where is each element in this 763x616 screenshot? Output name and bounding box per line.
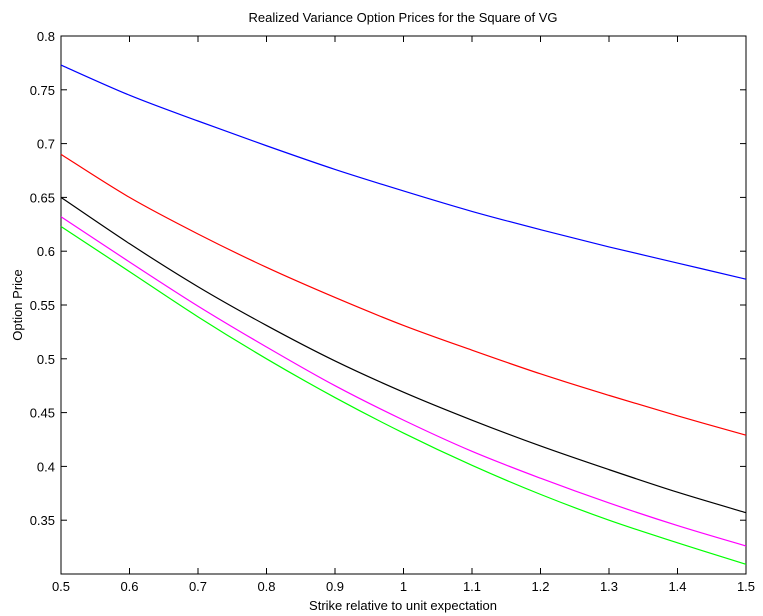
y-tick-label: 0.4 xyxy=(37,459,55,474)
series-line-4 xyxy=(60,216,747,547)
series-line-3 xyxy=(60,196,747,514)
y-tick-label: 0.6 xyxy=(37,244,55,259)
x-tick-label: 1.1 xyxy=(463,579,481,594)
y-tick-label: 0.55 xyxy=(30,298,55,313)
series-layer xyxy=(60,64,747,565)
x-tick-layer: 0.5 0.6 0.7 0.8 0.9 1 1.1 1.2 1.3 1.4 1.5 xyxy=(52,36,755,594)
y-tick-label: 0.65 xyxy=(30,190,55,205)
chart-title: Realized Variance Option Prices for the … xyxy=(248,10,557,25)
x-tick-label: 0.7 xyxy=(189,579,207,594)
y-tick-label: 0.75 xyxy=(30,83,55,98)
x-tick-label: 1.3 xyxy=(600,579,618,594)
y-tick-label: 0.35 xyxy=(30,513,55,528)
plot-area xyxy=(60,35,747,575)
y-tick-label: 0.45 xyxy=(30,406,55,421)
x-axis-title: Strike relative to unit expectation xyxy=(309,598,497,613)
x-tick-label: 0.6 xyxy=(120,579,138,594)
x-tick-label: 0.5 xyxy=(52,579,70,594)
series-line-5 xyxy=(60,225,747,565)
y-axis-title: Option Price xyxy=(10,269,25,341)
x-tick-label: 1.5 xyxy=(737,579,755,594)
x-tick-label: 1 xyxy=(400,579,407,594)
x-tick-label: 0.8 xyxy=(257,579,275,594)
x-tick-label: 0.9 xyxy=(326,579,344,594)
series-line-2 xyxy=(60,153,747,436)
x-tick-label: 1.4 xyxy=(668,579,686,594)
y-tick-label: 0.5 xyxy=(37,352,55,367)
x-tick-label: 1.2 xyxy=(531,579,549,594)
y-tick-label: 0.7 xyxy=(37,137,55,152)
y-tick-layer: 0.35 0.4 0.45 0.5 0.55 0.6 0.65 0.7 0.75 0.8 xyxy=(30,29,746,528)
y-tick-label: 0.8 xyxy=(37,29,55,44)
series-line-1 xyxy=(60,64,747,280)
